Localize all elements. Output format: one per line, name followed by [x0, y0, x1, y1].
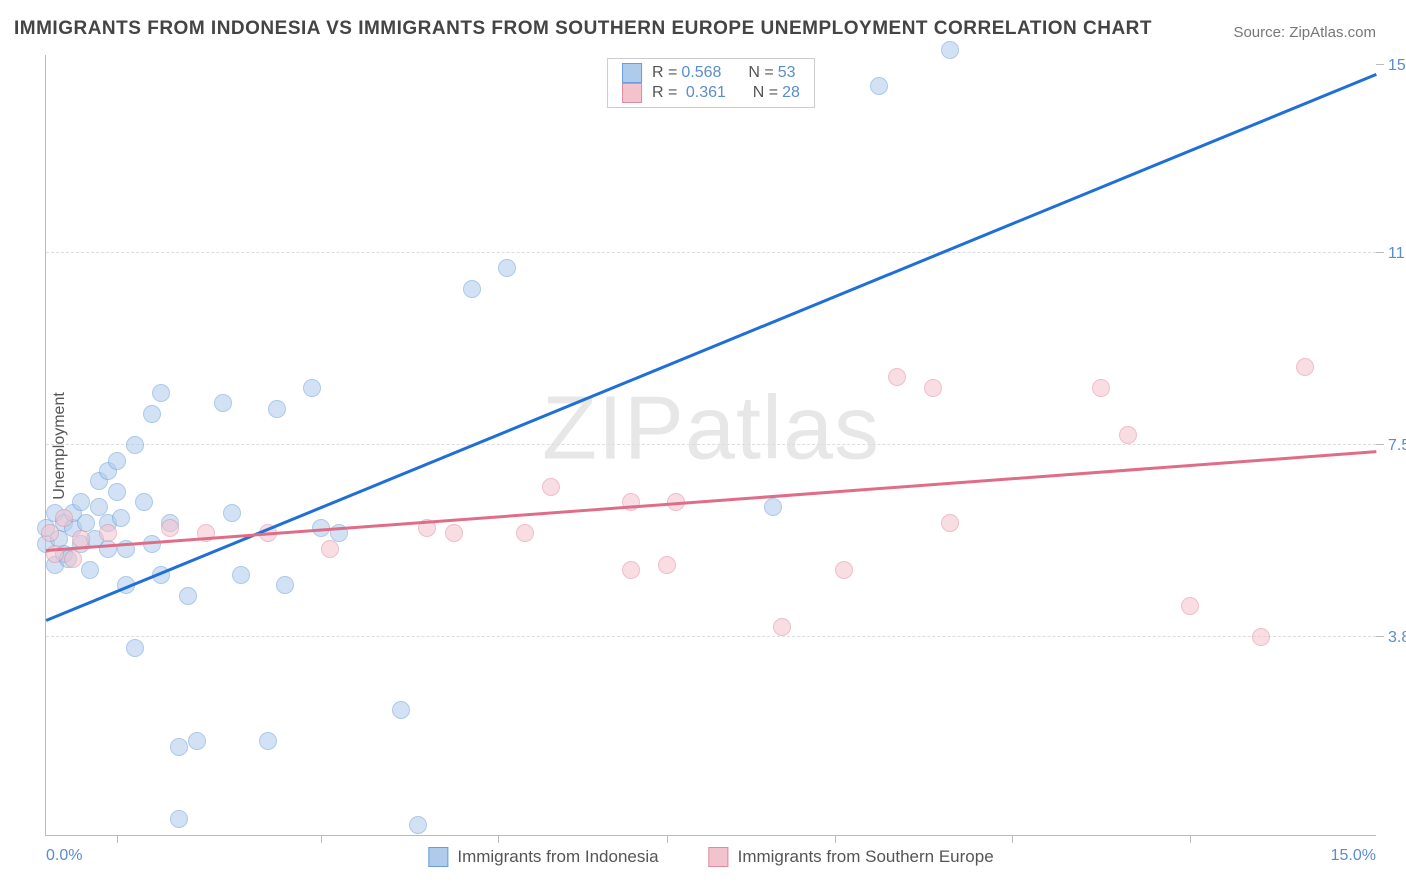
scatter-point: [321, 540, 339, 558]
scatter-point: [276, 576, 294, 594]
scatter-point: [941, 41, 959, 59]
scatter-point: [1092, 379, 1110, 397]
scatter-point: [99, 540, 117, 558]
scatter-point: [41, 524, 59, 542]
scatter-point: [135, 493, 153, 511]
y-axis-label-val: 15.0%: [1378, 57, 1406, 75]
legend-swatch-pink: [622, 83, 642, 103]
legend-label: Immigrants from Indonesia: [457, 847, 658, 867]
x-axis-start: 0.0%: [46, 847, 82, 865]
trend-line: [46, 73, 1377, 621]
scatter-point: [170, 810, 188, 828]
legend-stats-row: R = 0.361 N =28: [622, 83, 800, 103]
legend-item-indonesia: Immigrants from Indonesia: [428, 847, 658, 867]
scatter-point: [179, 587, 197, 605]
scatter-point: [1252, 628, 1270, 646]
scatter-point: [835, 561, 853, 579]
x-tick: [667, 835, 668, 843]
scatter-point: [170, 738, 188, 756]
legend-stats: R =0.568 N =53 R = 0.361 N =28: [607, 58, 815, 108]
scatter-point: [303, 379, 321, 397]
scatter-point: [888, 368, 906, 386]
scatter-point: [161, 519, 179, 537]
legend-swatch-blue: [622, 63, 642, 83]
legend-series: Immigrants from Indonesia Immigrants fro…: [428, 847, 993, 867]
scatter-point: [924, 379, 942, 397]
scatter-point: [409, 816, 427, 834]
legend-r-1: R = 0.361 N =28: [652, 84, 800, 102]
scatter-point: [143, 405, 161, 423]
scatter-point: [112, 509, 130, 527]
gridline: [46, 252, 1376, 253]
scatter-point: [81, 561, 99, 579]
gridline: [46, 444, 1376, 445]
gridline: [46, 636, 1376, 637]
scatter-point: [108, 452, 126, 470]
plot-area: ZIPatlas R =0.568 N =53 R = 0.361 N =28: [45, 55, 1376, 836]
legend-r-0: R =0.568 N =53: [652, 64, 795, 82]
scatter-point: [99, 524, 117, 542]
y-axis-label-val: 11.2%: [1378, 245, 1406, 263]
x-tick: [1190, 835, 1191, 843]
scatter-point: [64, 550, 82, 568]
scatter-point: [773, 618, 791, 636]
scatter-point: [188, 732, 206, 750]
x-tick: [1012, 835, 1013, 843]
scatter-point: [259, 732, 277, 750]
scatter-point: [232, 566, 250, 584]
scatter-point: [870, 77, 888, 95]
scatter-point: [1181, 597, 1199, 615]
legend-swatch-pink: [709, 847, 729, 867]
legend-stats-row: R =0.568 N =53: [622, 63, 800, 83]
scatter-point: [126, 436, 144, 454]
scatter-point: [941, 514, 959, 532]
x-axis-end: 15.0%: [1331, 847, 1376, 865]
scatter-point: [1296, 358, 1314, 376]
scatter-point: [152, 384, 170, 402]
scatter-point: [516, 524, 534, 542]
legend-label: Immigrants from Southern Europe: [738, 847, 994, 867]
scatter-point: [542, 478, 560, 496]
scatter-point: [498, 259, 516, 277]
scatter-point: [72, 493, 90, 511]
scatter-point: [214, 394, 232, 412]
scatter-point: [108, 483, 126, 501]
x-tick: [835, 835, 836, 843]
scatter-point: [223, 504, 241, 522]
scatter-point: [445, 524, 463, 542]
x-tick: [321, 835, 322, 843]
x-tick: [117, 835, 118, 843]
y-axis-label-val: 3.8%: [1378, 629, 1406, 647]
legend-swatch-blue: [428, 847, 448, 867]
scatter-point: [55, 509, 73, 527]
scatter-point: [463, 280, 481, 298]
scatter-point: [658, 556, 676, 574]
chart-container: IMMIGRANTS FROM INDONESIA VS IMMIGRANTS …: [0, 0, 1406, 892]
scatter-point: [268, 400, 286, 418]
scatter-point: [622, 561, 640, 579]
legend-item-southern-europe: Immigrants from Southern Europe: [709, 847, 994, 867]
scatter-point: [126, 639, 144, 657]
scatter-point: [1119, 426, 1137, 444]
chart-title: IMMIGRANTS FROM INDONESIA VS IMMIGRANTS …: [14, 18, 1152, 40]
scatter-point: [764, 498, 782, 516]
scatter-point: [392, 701, 410, 719]
x-tick: [498, 835, 499, 843]
y-axis-label-val: 7.5%: [1378, 437, 1406, 455]
source-label: Source: ZipAtlas.com: [1233, 24, 1376, 41]
